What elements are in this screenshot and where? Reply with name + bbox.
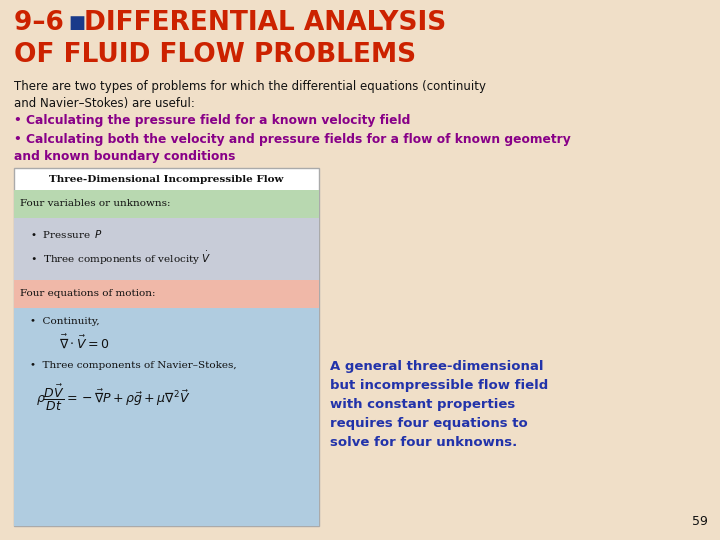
Text: • Calculating the pressure field for a known velocity field: • Calculating the pressure field for a k… xyxy=(14,114,410,127)
Text: ■: ■ xyxy=(68,14,85,32)
Text: $\vec{\nabla}\cdot\vec{V}=0$: $\vec{\nabla}\cdot\vec{V}=0$ xyxy=(59,333,109,351)
Text: Four variables or unknowns:: Four variables or unknowns: xyxy=(20,199,171,208)
Text: Four equations of motion:: Four equations of motion: xyxy=(20,289,156,299)
Text: A general three-dimensional
but incompressible flow field
with constant properti: A general three-dimensional but incompre… xyxy=(330,360,548,449)
Text: There are two types of problems for which the differential equations (continuity: There are two types of problems for whic… xyxy=(14,80,486,110)
FancyBboxPatch shape xyxy=(14,190,319,218)
Text: OF FLUID FLOW PROBLEMS: OF FLUID FLOW PROBLEMS xyxy=(14,42,416,68)
Text: •  Pressure  $P$: • Pressure $P$ xyxy=(30,228,103,240)
Text: Three-Dimensional Incompressible Flow: Three-Dimensional Incompressible Flow xyxy=(49,174,284,184)
Text: •  Continuity,: • Continuity, xyxy=(30,318,99,327)
FancyBboxPatch shape xyxy=(14,218,319,280)
Text: and known boundary conditions: and known boundary conditions xyxy=(14,150,235,163)
Text: $\rho\dfrac{D\vec{V}}{Dt}=-\vec{\nabla}P+\rho\vec{g}+\mu\nabla^{2}\vec{V}$: $\rho\dfrac{D\vec{V}}{Dt}=-\vec{\nabla}P… xyxy=(36,383,191,413)
Text: DIFFERENTIAL ANALYSIS: DIFFERENTIAL ANALYSIS xyxy=(84,10,446,36)
Text: • Calculating both the velocity and pressure fields for a flow of known geometry: • Calculating both the velocity and pres… xyxy=(14,133,571,146)
Text: 9–6: 9–6 xyxy=(14,10,73,36)
Text: 59: 59 xyxy=(692,515,708,528)
FancyBboxPatch shape xyxy=(14,308,319,526)
Text: $\bullet$  Three components of velocity $\dot{V}$: $\bullet$ Three components of velocity $… xyxy=(30,249,212,267)
Text: •  Three components of Navier–Stokes,: • Three components of Navier–Stokes, xyxy=(30,361,237,370)
FancyBboxPatch shape xyxy=(14,280,319,308)
FancyBboxPatch shape xyxy=(14,168,319,526)
